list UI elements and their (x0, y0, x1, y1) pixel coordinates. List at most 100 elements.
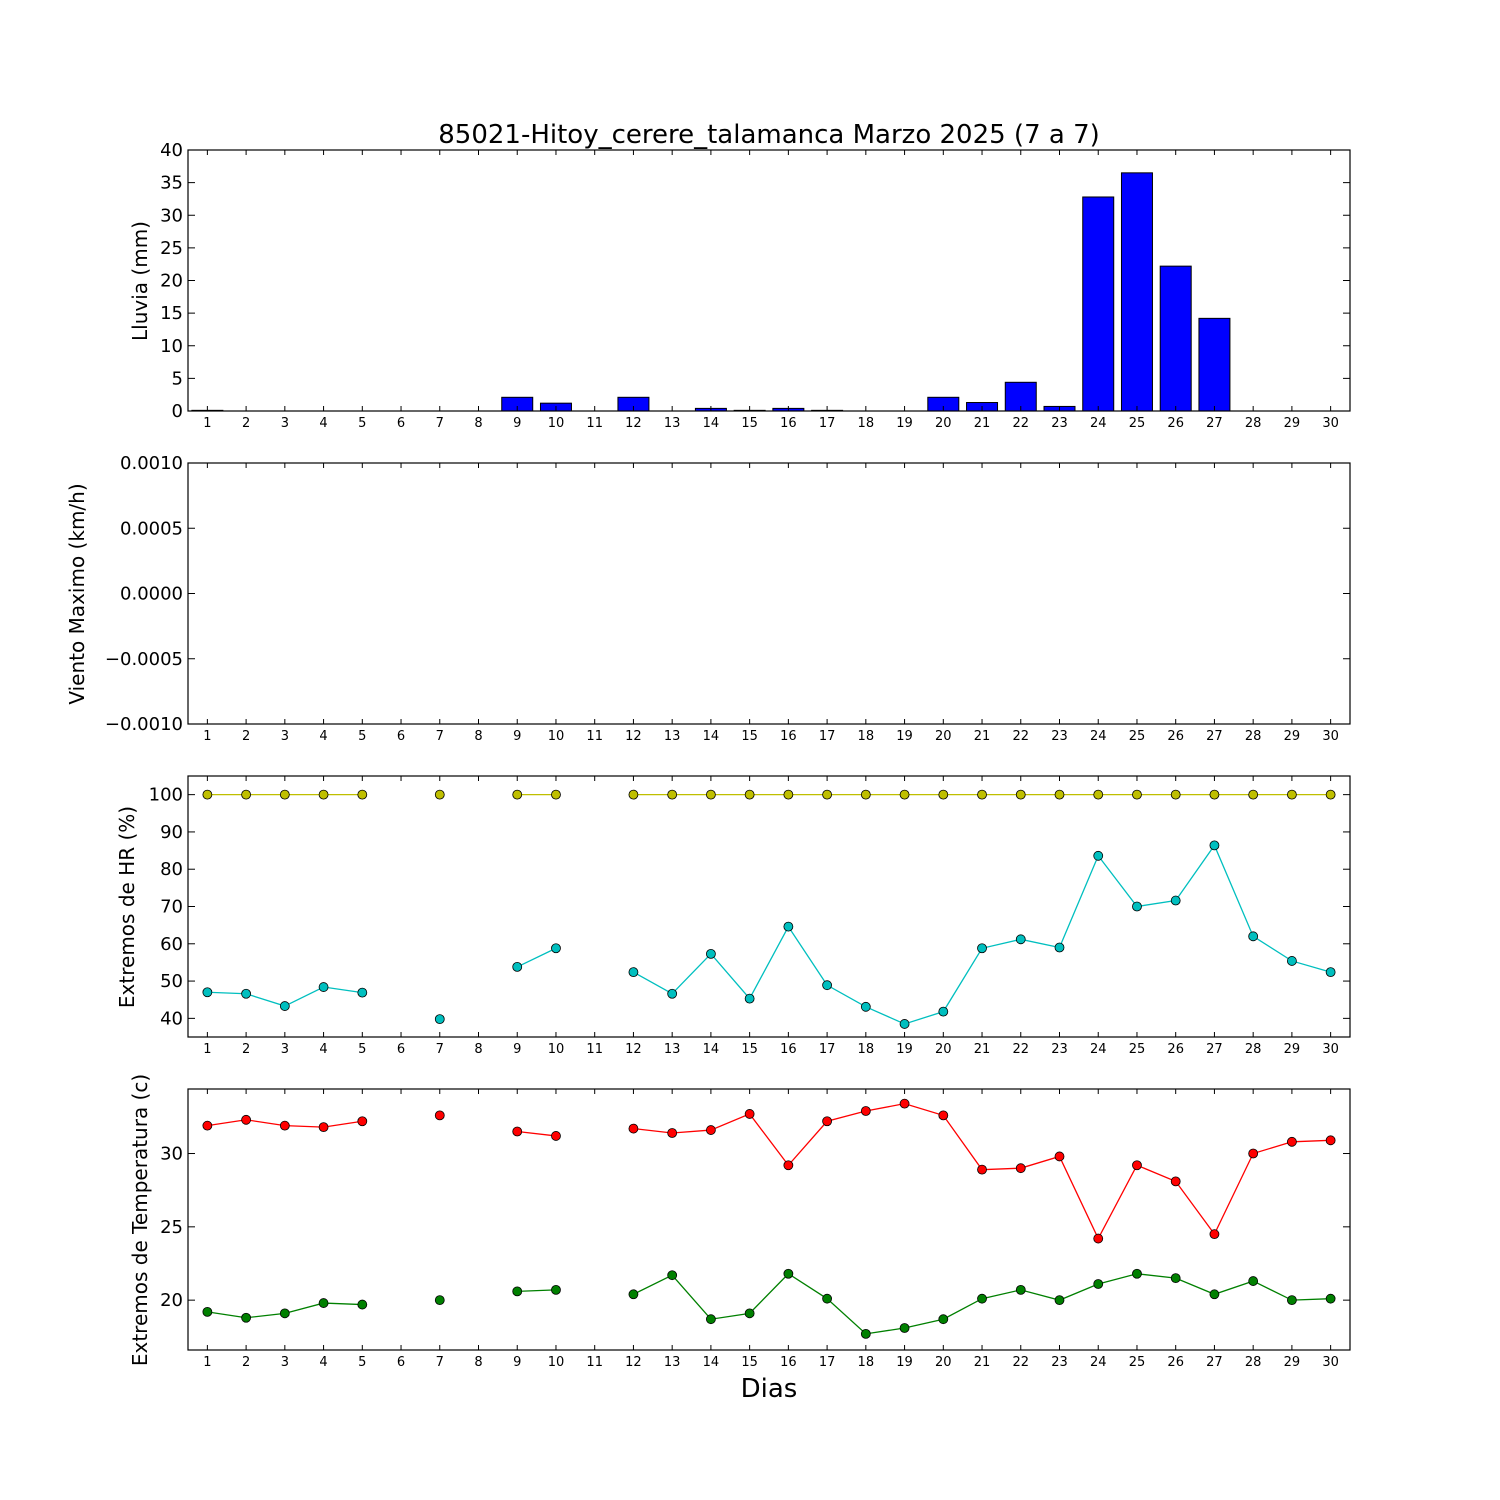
y-tick-label-rainfall-4: 20 (160, 271, 183, 292)
point-temperature-series-1-day-20 (938, 1110, 949, 1121)
x-tick-label-rainfall-27: 27 (1206, 416, 1223, 431)
point-humidity-series-2-day-21 (977, 943, 987, 954)
y-tick-label-max-wind-2: 0.0000 (120, 584, 183, 605)
y-tick-label-temperature-0: 20 (160, 1290, 183, 1311)
x-tick-label-max-wind-20: 20 (935, 729, 952, 744)
x-tick-label-temperature-8: 8 (474, 1355, 482, 1370)
x-tick-label-humidity-24: 24 (1090, 1042, 1107, 1057)
y-tick-label-humidity-5: 90 (160, 822, 183, 843)
point-temperature-series-2-day-24 (1093, 1279, 1104, 1289)
y-tick-label-humidity-0: 40 (160, 1008, 183, 1029)
x-tick-label-humidity-28: 28 (1245, 1042, 1262, 1057)
point-temperature-series-1-day-16 (783, 1160, 794, 1171)
x-tick-label-temperature-13: 13 (664, 1355, 681, 1370)
point-temperature-series-1-day-22 (1015, 1163, 1026, 1174)
y-tick-label-humidity-6: 100 (149, 785, 183, 806)
y-tick-label-rainfall-0: 0 (172, 401, 183, 422)
point-humidity-series-2-day-2 (241, 988, 252, 999)
point-humidity-series-2-day-13 (667, 988, 678, 999)
x-tick-label-humidity-14: 14 (703, 1042, 720, 1057)
panel-max-wind: Viento Maximo (km/h) 1 2 3 4 5 6 7 8 9 10 11 12 13 14… (65, 453, 1351, 744)
x-tick-label-temperature-28: 28 (1245, 1355, 1262, 1370)
x-tick-label-rainfall-18: 18 (858, 416, 875, 431)
point-humidity-series-1-day-28 (1248, 789, 1259, 800)
point-humidity-series-1-day-30 (1325, 789, 1336, 800)
point-temperature-series-2-day-26 (1170, 1273, 1181, 1284)
point-humidity-series-2-day-18 (860, 1001, 871, 1012)
point-temperature-series-1-day-27 (1209, 1229, 1220, 1240)
x-tick-label-temperature-25: 25 (1129, 1355, 1146, 1370)
axes-frame-temperature (187, 1088, 1351, 1351)
x-tick-label-max-wind-17: 17 (819, 729, 836, 744)
line-temperature-series-2-segment-3 (517, 1289, 556, 1292)
x-tick-label-humidity-8: 8 (474, 1042, 482, 1057)
y-tick-label-humidity-1: 50 (160, 971, 183, 992)
point-temperature-series-1-day-30 (1325, 1135, 1336, 1146)
point-humidity-series-2-day-16 (783, 921, 794, 932)
point-temperature-series-1-day-12 (628, 1123, 639, 1134)
y-axis-label-rainfall: Lluvia (mm) (128, 221, 152, 341)
point-temperature-series-2-day-22 (1015, 1284, 1026, 1295)
x-tick-label-humidity-25: 25 (1129, 1042, 1146, 1057)
point-temperature-series-2-day-14 (706, 1314, 716, 1325)
point-humidity-series-1-day-14 (706, 789, 716, 800)
x-tick-label-humidity-15: 15 (741, 1042, 758, 1057)
x-tick-label-temperature-6: 6 (397, 1355, 405, 1370)
x-tick-label-max-wind-28: 28 (1245, 729, 1262, 744)
point-humidity-series-1-day-26 (1170, 789, 1181, 800)
point-temperature-series-2-day-7 (434, 1295, 445, 1306)
x-tick-label-max-wind-22: 22 (1012, 729, 1029, 744)
point-temperature-series-1-day-18 (860, 1106, 871, 1116)
y-tick-label-max-wind-4: 0.0010 (120, 453, 183, 474)
point-humidity-series-2-day-12 (628, 967, 639, 978)
point-temperature-series-1-day-15 (744, 1109, 755, 1119)
x-tick-label-max-wind-4: 4 (319, 729, 327, 744)
y-axis-label-max-wind: Viento Maximo (km/h) (65, 483, 89, 704)
point-temperature-series-2-day-3 (279, 1308, 290, 1319)
point-humidity-series-2-day-30 (1325, 967, 1336, 978)
point-humidity-series-2-day-19 (899, 1019, 910, 1029)
x-tick-label-max-wind-30: 30 (1322, 729, 1339, 744)
point-humidity-series-1-day-29 (1287, 789, 1297, 800)
x-tick-label-temperature-22: 22 (1012, 1355, 1029, 1370)
x-tick-label-max-wind-12: 12 (625, 729, 642, 744)
x-tick-label-rainfall-10: 10 (548, 416, 565, 431)
x-tick-label-rainfall-24: 24 (1090, 416, 1107, 431)
point-humidity-series-1-day-17 (822, 789, 832, 800)
bar-rainfall-day-27 (1198, 317, 1231, 412)
y-tick-label-rainfall-3: 15 (160, 303, 183, 324)
x-tick-label-rainfall-3: 3 (281, 416, 289, 431)
x-tick-label-temperature-17: 17 (819, 1355, 836, 1370)
point-temperature-series-1-day-5 (357, 1116, 368, 1127)
x-tick-label-rainfall-25: 25 (1129, 416, 1146, 431)
y-tick-label-rainfall-1: 5 (172, 368, 183, 389)
point-temperature-series-2-day-5 (357, 1299, 368, 1310)
x-tick-label-rainfall-29: 29 (1284, 416, 1301, 431)
x-tick-label-rainfall-12: 12 (625, 416, 642, 431)
point-humidity-series-2-day-14 (706, 948, 716, 959)
point-humidity-series-2-day-29 (1287, 956, 1297, 966)
x-tick-label-humidity-22: 22 (1012, 1042, 1029, 1057)
x-tick-label-rainfall-16: 16 (780, 416, 797, 431)
x-tick-label-rainfall-6: 6 (397, 416, 405, 431)
x-tick-label-rainfall-5: 5 (358, 416, 366, 431)
x-tick-label-rainfall-20: 20 (935, 416, 952, 431)
x-tick-label-temperature-10: 10 (548, 1355, 565, 1370)
x-tick-label-max-wind-25: 25 (1129, 729, 1146, 744)
point-humidity-series-2-day-1 (202, 987, 213, 998)
x-tick-label-temperature-16: 16 (780, 1355, 797, 1370)
point-temperature-series-1-day-3 (279, 1120, 290, 1131)
x-tick-label-rainfall-2: 2 (242, 416, 250, 431)
x-tick-label-humidity-7: 7 (436, 1042, 444, 1057)
x-tick-label-rainfall-1: 1 (203, 416, 211, 431)
point-temperature-series-2-day-9 (512, 1286, 523, 1297)
x-tick-label-max-wind-2: 2 (242, 729, 250, 744)
x-tick-label-rainfall-11: 11 (586, 416, 603, 431)
x-tick-label-temperature-14: 14 (703, 1355, 720, 1370)
x-tick-label-humidity-6: 6 (397, 1042, 405, 1057)
y-tick-label-humidity-3: 70 (160, 897, 183, 918)
point-humidity-series-2-day-26 (1170, 895, 1181, 906)
x-tick-label-max-wind-10: 10 (548, 729, 565, 744)
x-tick-label-humidity-4: 4 (319, 1042, 327, 1057)
x-tick-label-rainfall-13: 13 (664, 416, 681, 431)
